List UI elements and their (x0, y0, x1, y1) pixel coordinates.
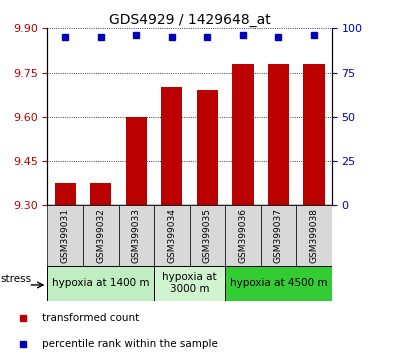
Bar (303, 64, 325, 205)
Bar (118, 205, 154, 266)
Bar (197, 90, 218, 205)
Bar (55, 183, 76, 205)
Text: GSM399031: GSM399031 (61, 208, 70, 263)
Bar (225, 205, 261, 266)
Bar (154, 205, 190, 266)
Bar (296, 205, 332, 266)
Text: hypoxia at 1400 m: hypoxia at 1400 m (52, 278, 149, 288)
Text: GSM399034: GSM399034 (167, 208, 176, 263)
Bar (232, 64, 254, 205)
Text: transformed count: transformed count (41, 313, 139, 323)
Bar (47, 266, 154, 301)
Bar (268, 64, 289, 205)
Text: GSM399032: GSM399032 (96, 208, 105, 263)
Text: GSM399035: GSM399035 (203, 208, 212, 263)
Text: GSM399036: GSM399036 (239, 208, 247, 263)
Bar (90, 183, 111, 205)
Text: hypoxia at
3000 m: hypoxia at 3000 m (162, 272, 217, 294)
Bar (190, 205, 225, 266)
Text: GSM399038: GSM399038 (310, 208, 318, 263)
Bar (83, 205, 118, 266)
Bar (161, 87, 182, 205)
Text: stress: stress (0, 274, 31, 284)
Title: GDS4929 / 1429648_at: GDS4929 / 1429648_at (109, 13, 271, 27)
Bar (126, 117, 147, 205)
Bar (47, 205, 83, 266)
Text: GSM399033: GSM399033 (132, 208, 141, 263)
Text: percentile rank within the sample: percentile rank within the sample (41, 339, 217, 349)
Text: hypoxia at 4500 m: hypoxia at 4500 m (230, 278, 327, 288)
Text: GSM399037: GSM399037 (274, 208, 283, 263)
Bar (261, 205, 296, 266)
Bar (154, 266, 225, 301)
Bar (225, 266, 332, 301)
